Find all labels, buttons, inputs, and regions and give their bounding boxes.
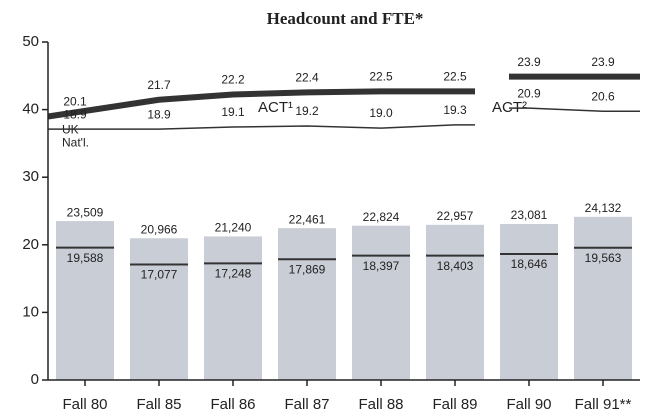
line-label: 22.5 bbox=[369, 70, 393, 84]
y-tick-label: 0 bbox=[31, 371, 39, 388]
line bbox=[48, 124, 475, 130]
x-tick-label: Fall 89 bbox=[432, 396, 477, 413]
fte-label: 18,397 bbox=[363, 259, 400, 273]
fte-label: 17,077 bbox=[141, 268, 178, 282]
bar bbox=[500, 223, 558, 380]
line-label: 18.9 bbox=[147, 107, 171, 121]
y-tick-label: 30 bbox=[22, 168, 39, 185]
fte-label: 17,248 bbox=[215, 267, 252, 281]
x-tick-label: Fall 91** bbox=[575, 396, 632, 413]
x-tick-label: Fall 86 bbox=[210, 396, 255, 413]
y-tick-label: 10 bbox=[22, 303, 39, 320]
line bbox=[47, 88, 475, 120]
bar bbox=[574, 216, 632, 380]
bar-label: 24,132 bbox=[585, 201, 622, 215]
y-tick-label: 20 bbox=[22, 236, 39, 253]
bar-label: 20,966 bbox=[141, 222, 178, 236]
line-label: 18.9 bbox=[63, 107, 87, 121]
series-name: Nat'l. bbox=[62, 135, 89, 149]
bar-label: 22,461 bbox=[289, 212, 326, 226]
bar bbox=[56, 221, 114, 380]
bar-label: 21,240 bbox=[215, 221, 252, 235]
line-label: 19.0 bbox=[369, 106, 393, 120]
line-label: 22.5 bbox=[443, 70, 467, 84]
fte-label: 19,588 bbox=[67, 251, 104, 265]
line bbox=[509, 107, 640, 113]
line-label: 20.6 bbox=[591, 89, 615, 103]
line-label: 23.9 bbox=[591, 55, 615, 69]
bar-label: 23,081 bbox=[511, 208, 548, 222]
line-label: 19.2 bbox=[295, 104, 319, 118]
x-tick-label: Fall 90 bbox=[506, 396, 551, 413]
line-label: 20.9 bbox=[517, 86, 541, 100]
line-label: 20.1 bbox=[63, 95, 87, 109]
fte-label: 18,646 bbox=[511, 257, 548, 271]
line-label: 22.4 bbox=[295, 71, 319, 85]
bar-label: 22,824 bbox=[363, 210, 400, 224]
line-label: 21.7 bbox=[147, 78, 171, 92]
annotation: ACT¹ bbox=[258, 99, 293, 116]
bar-label: 23,509 bbox=[67, 205, 104, 219]
y-tick-label: 40 bbox=[22, 101, 39, 118]
x-tick-label: Fall 80 bbox=[62, 396, 107, 413]
bar bbox=[204, 236, 262, 380]
bar bbox=[130, 238, 188, 380]
x-tick-label: Fall 88 bbox=[358, 396, 403, 413]
line-label: 23.9 bbox=[517, 55, 541, 69]
line-label: 19.3 bbox=[443, 103, 467, 117]
fte-label: 19,563 bbox=[585, 251, 622, 265]
fte-label: 18,403 bbox=[437, 259, 474, 273]
line-label: 22.2 bbox=[221, 73, 245, 87]
x-tick-label: Fall 87 bbox=[284, 396, 329, 413]
bar bbox=[426, 224, 484, 380]
x-tick-label: Fall 85 bbox=[136, 396, 181, 413]
bar bbox=[278, 228, 336, 380]
chart-title: Headcount and FTE* bbox=[267, 9, 424, 28]
bar bbox=[352, 225, 410, 380]
fte-label: 17,869 bbox=[289, 262, 326, 276]
line-label: 19.1 bbox=[221, 105, 245, 119]
bar-label: 22,957 bbox=[437, 209, 474, 223]
y-tick-label: 50 bbox=[22, 33, 39, 50]
